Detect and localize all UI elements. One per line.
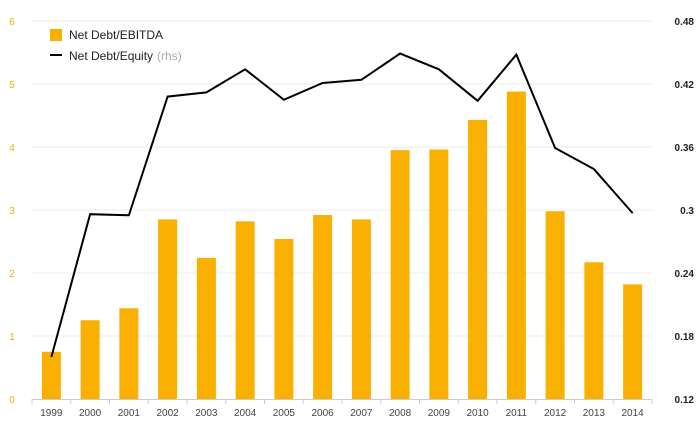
y-left-tick-label: 3 — [9, 206, 15, 217]
x-tick-label: 2010 — [467, 408, 490, 419]
bar-series — [41, 91, 643, 399]
bar-net-debt-ebitda — [623, 284, 643, 399]
x-tick-label: 2009 — [428, 408, 451, 419]
y-left-tick-label: 5 — [9, 80, 15, 91]
bar-net-debt-ebitda — [390, 150, 410, 399]
y-right-tick-label: 0.18 — [675, 332, 695, 343]
bar-net-debt-ebitda — [506, 91, 526, 399]
x-tick-label: 2011 — [506, 408, 528, 419]
legend-label-net-debt-equity: Net Debt/Equity (rhs) — [69, 49, 182, 63]
y-right-tick-label: 0.3 — [680, 206, 694, 217]
bar-net-debt-ebitda — [235, 221, 255, 399]
x-tick-label: 2007 — [350, 408, 373, 419]
x-tick-label: 2012 — [544, 408, 567, 419]
y-left-tick-label: 2 — [9, 269, 15, 280]
x-tick-label: 2006 — [312, 408, 335, 419]
y-left-tick-label: 0 — [9, 395, 15, 406]
line-net-debt-equity — [50, 52, 634, 358]
legend: Net Debt/EBITDA Net Debt/Equity (rhs) — [50, 28, 182, 63]
x-tick-label: 1999 — [40, 408, 63, 419]
bar-net-debt-ebitda — [584, 262, 604, 399]
bar-net-debt-ebitda — [351, 219, 371, 399]
bar-net-debt-ebitda — [313, 215, 333, 399]
x-tick-label: 2014 — [622, 408, 645, 419]
x-tick-label: 2005 — [273, 408, 296, 419]
y-right-tick-label: 0.24 — [675, 269, 695, 280]
x-tick-label: 2000 — [79, 408, 102, 419]
bar-net-debt-ebitda — [119, 308, 139, 399]
bar-net-debt-ebitda — [468, 119, 488, 399]
legend-swatch-net-debt-ebitda — [50, 29, 62, 41]
y-right-tick-label: 0.36 — [675, 143, 695, 154]
x-tick-label: 2003 — [195, 408, 218, 419]
x-tick-label: 2004 — [234, 408, 257, 419]
y-left-tick-label: 1 — [9, 332, 15, 343]
bar-net-debt-ebitda — [196, 257, 216, 399]
bar-net-debt-ebitda — [158, 219, 178, 399]
y-right-tick-label: 0.48 — [675, 17, 695, 28]
legend-label-net-debt-ebitda: Net Debt/EBITDA — [69, 28, 163, 42]
bar-net-debt-ebitda — [429, 149, 449, 399]
axes: 0 1 2 3 4 5 6 0.12 0.18 0.24 0.3 0.36 0.42 0.48 1999 20… — [9, 17, 694, 419]
bar-net-debt-ebitda — [80, 320, 100, 399]
y-right-tick-label: 0.12 — [675, 395, 695, 406]
y-left-tick-label: 4 — [9, 143, 15, 154]
y-left-tick-label: 6 — [9, 17, 15, 28]
x-tick-label: 2013 — [583, 408, 606, 419]
x-tick-label: 2001 — [118, 408, 141, 419]
x-tick-label: 2002 — [157, 408, 180, 419]
bar-net-debt-ebitda — [274, 238, 294, 399]
y-right-tick-label: 0.42 — [675, 80, 695, 91]
line-series — [50, 52, 634, 358]
bar-net-debt-ebitda — [545, 211, 565, 399]
bar-net-debt-ebitda — [41, 351, 61, 399]
x-tick-label: 2008 — [389, 408, 412, 419]
